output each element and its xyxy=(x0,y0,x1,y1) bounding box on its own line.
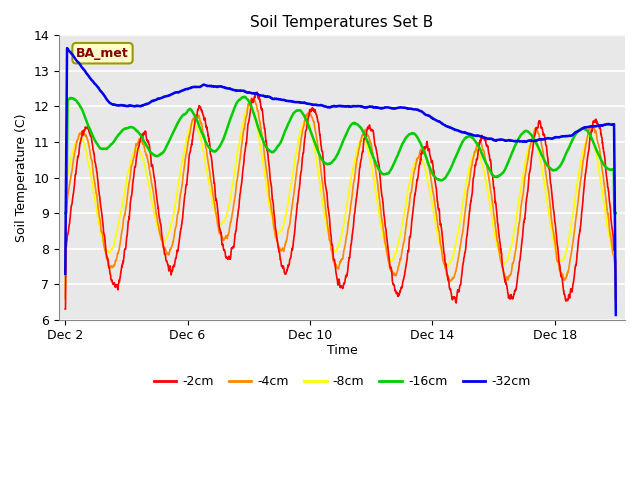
Title: Soil Temperatures Set B: Soil Temperatures Set B xyxy=(250,15,434,30)
Text: BA_met: BA_met xyxy=(76,47,129,60)
Legend: -2cm, -4cm, -8cm, -16cm, -32cm: -2cm, -4cm, -8cm, -16cm, -32cm xyxy=(148,370,536,393)
Y-axis label: Soil Temperature (C): Soil Temperature (C) xyxy=(15,113,28,242)
X-axis label: Time: Time xyxy=(326,344,358,357)
